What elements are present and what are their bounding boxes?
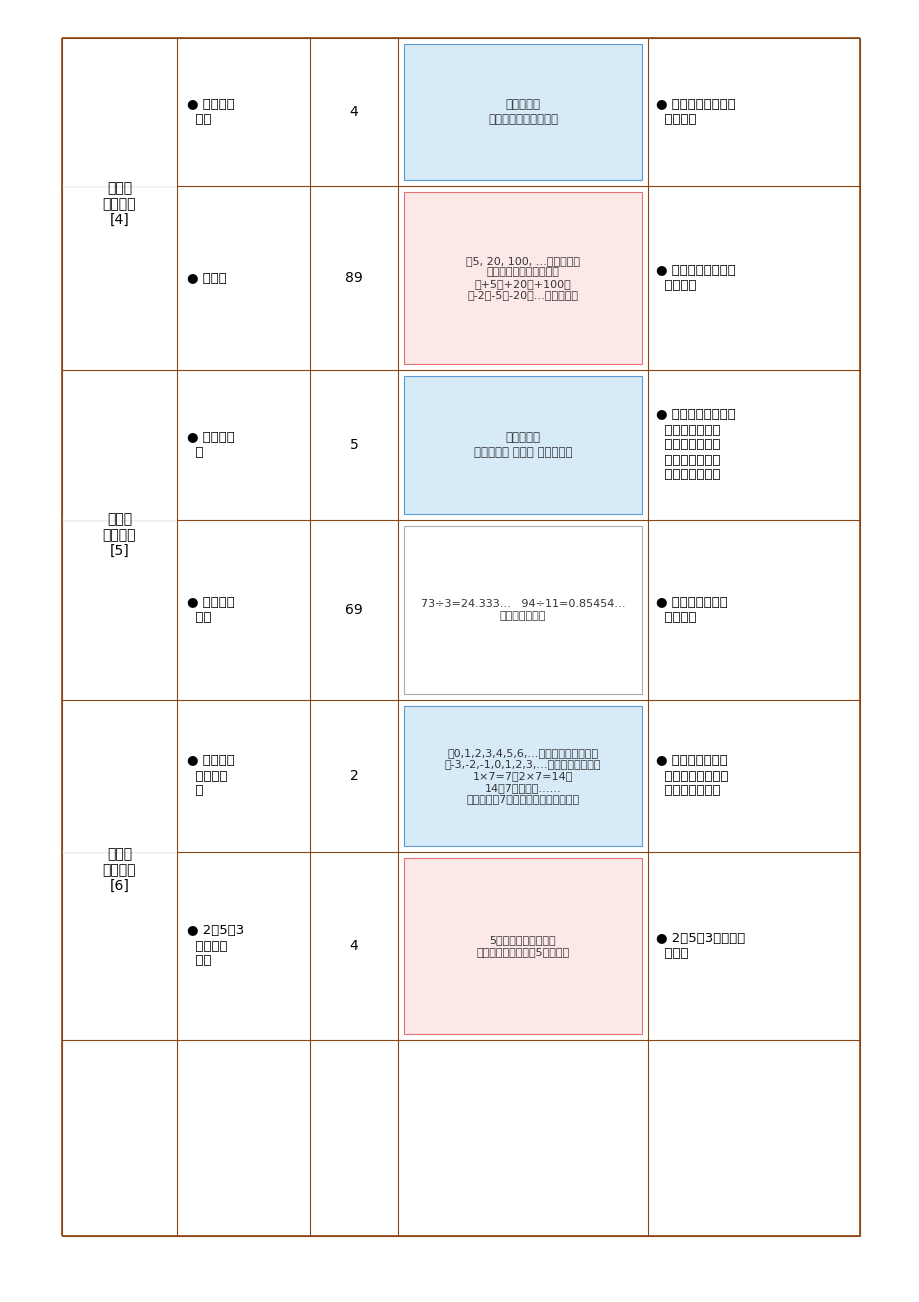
Text: ● 正负数: ● 正负数 (187, 272, 226, 285)
Text: ● 自然数、
  整数、倍
  数: ● 自然数、 整数、倍 数 (187, 754, 234, 798)
FancyBboxPatch shape (403, 44, 641, 180)
Text: 5的倍数有什么特征？
（百数表，粉色标注5的倍数）: 5的倍数有什么特征？ （百数表，粉色标注5的倍数） (476, 935, 569, 957)
Text: 四年级
（上册）
[4]: 四年级 （上册） [4] (103, 181, 136, 228)
Text: 73÷3=24.333…   94÷11=0.85454…
长除法运算图示: 73÷3=24.333… 94÷11=0.85454… 长除法运算图示 (420, 599, 625, 621)
Text: 数位顺序表
（整数部分 小数点 小数部分）: 数位顺序表 （整数部分 小数点 小数部分） (473, 431, 572, 460)
Text: 4: 4 (349, 105, 358, 118)
Text: ● 认识循环
  小数: ● 认识循环 小数 (187, 596, 234, 624)
Text: ● 2、5、3
  的倍数的
  特征: ● 2、5、3 的倍数的 特征 (187, 924, 244, 967)
Text: ● 有无限多个自然
  数、整数，一个数
  的倍数有无数个: ● 有无限多个自然 数、整数，一个数 的倍数有无数个 (655, 754, 728, 798)
Text: ● 数可以越来越大，
  没有尽头: ● 数可以越来越大， 没有尽头 (655, 98, 735, 126)
FancyBboxPatch shape (403, 191, 641, 365)
Text: ● 小数的意
  义: ● 小数的意 义 (187, 431, 234, 460)
Text: ● 正数、负数的个数
  有无数个: ● 正数、负数的个数 有无数个 (655, 264, 735, 292)
Text: ● 2、5、3的倍数是
  无限的: ● 2、5、3的倍数是 无限的 (655, 932, 744, 960)
Text: 五年级
（上册）
[6]: 五年级 （上册） [6] (103, 846, 136, 893)
Text: ● 数位顺序表中，整
  数部分和小数部
  分的数位以小数
  点为分界线向左
  右两端无限增加: ● 数位顺序表中，整 数部分和小数部 分的数位以小数 点为分界线向左 右两端无限… (655, 409, 735, 482)
Text: 2: 2 (349, 769, 358, 783)
Text: 四年级
（下册）
[5]: 四年级 （下册） [5] (103, 512, 136, 559)
FancyBboxPatch shape (403, 858, 641, 1034)
Text: ● 小数部分的位数
  有无数个: ● 小数部分的位数 有无数个 (655, 596, 727, 624)
Text: 像5, 20, 100, …都是正数，
可以在正数前面加上号，
如+5，+20，+100；
像-2，-5，-20，…都是负数。: 像5, 20, 100, …都是正数， 可以在正数前面加上号， 如+5，+20，… (466, 255, 579, 301)
Text: 4: 4 (349, 939, 358, 953)
FancyBboxPatch shape (403, 706, 641, 846)
Text: 数位顺序表
（亿级、万级、个级）: 数位顺序表 （亿级、万级、个级） (487, 98, 558, 126)
Text: 5: 5 (349, 437, 358, 452)
Text: 像0,1,2,3,4,5,6,…这样的数是自然数。
像-3,-2,-1,0,1,2,3,…这样的数是整数。
1×7=7，2×7=14，
14是7的倍数，……
你: 像0,1,2,3,4,5,6,…这样的数是自然数。 像-3,-2,-1,0,1,… (444, 747, 601, 805)
FancyBboxPatch shape (403, 526, 641, 694)
Text: 69: 69 (345, 603, 362, 617)
FancyBboxPatch shape (403, 376, 641, 514)
Text: 89: 89 (345, 271, 362, 285)
Text: ● 认识更大
  的数: ● 认识更大 的数 (187, 98, 234, 126)
